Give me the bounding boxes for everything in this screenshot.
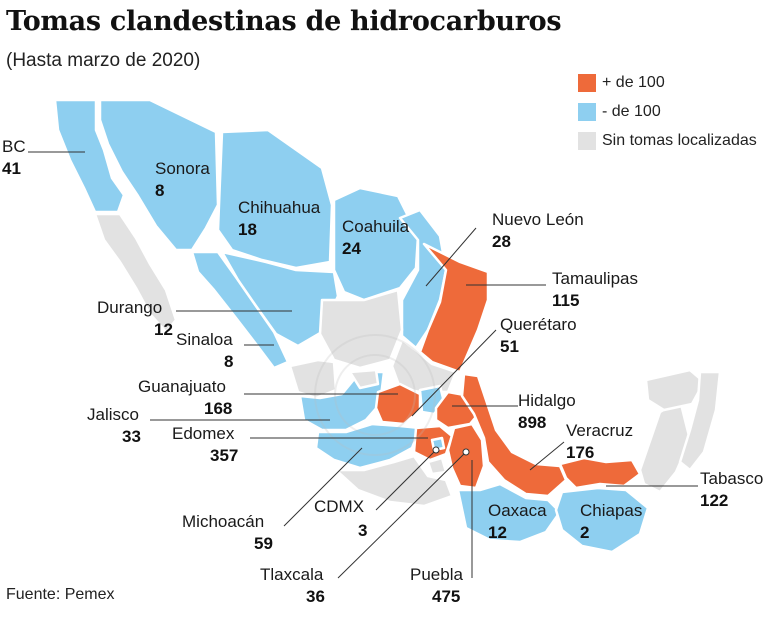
label-sinaloa-value: 8	[224, 352, 233, 371]
label-jalisco-value: 33	[122, 427, 141, 446]
legend-item-high: + de 100	[578, 68, 757, 97]
state-zacatecas	[318, 288, 404, 370]
state-aguascalientes	[348, 368, 380, 390]
label-oaxaca-name: Oaxaca	[488, 501, 547, 520]
label-coahuila-name: Coahuila	[342, 217, 410, 236]
label-puebla-name: Puebla	[410, 565, 463, 584]
leader-michoacan	[283, 447, 363, 527]
label-tabasco-value: 122	[700, 491, 728, 510]
label-queretaro-name: Querétaro	[500, 315, 577, 334]
state-yucatan	[644, 368, 706, 412]
label-nuevo-leon-name: Nuevo León	[492, 210, 584, 229]
label-veracruz-name: Veracruz	[566, 421, 633, 440]
label-chihuahua-value: 18	[238, 220, 257, 239]
label-michoacan-name: Michoacán	[182, 512, 264, 531]
state-shapes	[53, 98, 722, 554]
state-chiapas[interactable]	[554, 486, 650, 554]
label-sonora-value: 8	[155, 181, 164, 200]
map-title: Tomas clandestinas de hidrocarburos	[6, 6, 562, 37]
label-tabasco-name: Tabasco	[700, 469, 763, 488]
leader-dots	[432, 446, 470, 456]
cdmx-dot	[432, 446, 440, 454]
legend-item-none: Sin tomas localizadas	[578, 126, 757, 155]
state-morelos	[426, 456, 448, 476]
state-nayarit	[288, 358, 338, 400]
label-durango-value: 12	[154, 320, 173, 339]
label-bc-name: BC	[2, 137, 26, 156]
tlaxcala-dot	[462, 448, 470, 456]
legend-swatch-high	[578, 73, 596, 92]
map-subtitle: (Hasta marzo de 2020)	[6, 50, 201, 71]
label-edomex-name: Edomex	[172, 424, 235, 443]
label-chihuahua-name: Chihuahua	[238, 198, 321, 217]
leader-veracruz	[529, 441, 565, 471]
state-qroo	[678, 370, 722, 472]
label-tamaulipas-value: 115	[552, 291, 579, 310]
label-bc-value: 41	[2, 159, 21, 178]
leader-nuevo-leon	[425, 227, 477, 287]
label-tamaulipas-name: Tamaulipas	[552, 269, 638, 288]
legend-swatch-low	[578, 102, 596, 121]
emblem-watermark	[314, 334, 436, 456]
legend-item-low: - de 100	[578, 97, 757, 126]
state-labels: BC 41 Sonora 8 Chihuahua 18 Coahuila 24 …	[2, 137, 763, 606]
label-jalisco-name: Jalisco	[87, 405, 139, 424]
legend-label-low: - de 100	[602, 102, 661, 120]
label-sinaloa-name: Sinaloa	[176, 330, 233, 349]
leader-tlaxcala	[337, 451, 467, 579]
legend-swatch-none	[578, 131, 596, 150]
label-oaxaca-value: 12	[488, 523, 507, 542]
legend-label-none: Sin tomas localizadas	[602, 131, 757, 149]
state-chihuahua[interactable]	[216, 128, 334, 270]
leader-queretaro	[411, 329, 497, 417]
source-note: Fuente: Pemex	[6, 586, 115, 603]
label-edomex-value: 357	[210, 446, 238, 465]
state-michoacan[interactable]	[314, 422, 422, 470]
label-sonora-name: Sonora	[155, 159, 210, 178]
label-coahuila-value: 24	[342, 239, 361, 258]
label-hidalgo-name: Hidalgo	[518, 391, 576, 410]
legend-label-high: + de 100	[602, 73, 665, 91]
label-tlaxcala-name: Tlaxcala	[260, 565, 324, 584]
legend: + de 100 - de 100 Sin tomas localizadas	[578, 68, 757, 155]
state-tabasco[interactable]	[558, 456, 642, 490]
label-hidalgo-value: 898	[518, 413, 546, 432]
label-cdmx-name: CDMX	[314, 497, 364, 516]
state-puebla[interactable]	[446, 422, 486, 490]
label-guanajuato-name: Guanajuato	[138, 377, 226, 396]
state-sonora[interactable]	[98, 98, 220, 252]
label-tlaxcala-value: 36	[306, 587, 325, 606]
label-chiapas-value: 2	[580, 523, 589, 542]
label-puebla-value: 475	[432, 587, 460, 606]
leader-cdmx	[375, 449, 437, 511]
state-bc[interactable]	[53, 98, 126, 214]
label-guanajuato-value: 168	[204, 399, 232, 418]
state-tamaulipas[interactable]	[418, 242, 490, 374]
state-guerrero	[334, 454, 454, 508]
label-michoacan-value: 59	[254, 534, 273, 553]
state-campeche	[638, 398, 692, 494]
state-coahuila[interactable]	[332, 186, 420, 302]
label-veracruz-value: 176	[566, 443, 594, 462]
leader-lines	[28, 151, 698, 579]
label-durango-name: Durango	[97, 298, 162, 317]
label-chiapas-name: Chiapas	[580, 501, 642, 520]
state-bcs	[93, 212, 178, 334]
label-queretaro-value: 51	[500, 337, 519, 356]
label-nuevo-leon-value: 28	[492, 232, 511, 251]
state-veracruz[interactable]	[460, 372, 568, 498]
label-cdmx-value: 3	[358, 521, 367, 540]
